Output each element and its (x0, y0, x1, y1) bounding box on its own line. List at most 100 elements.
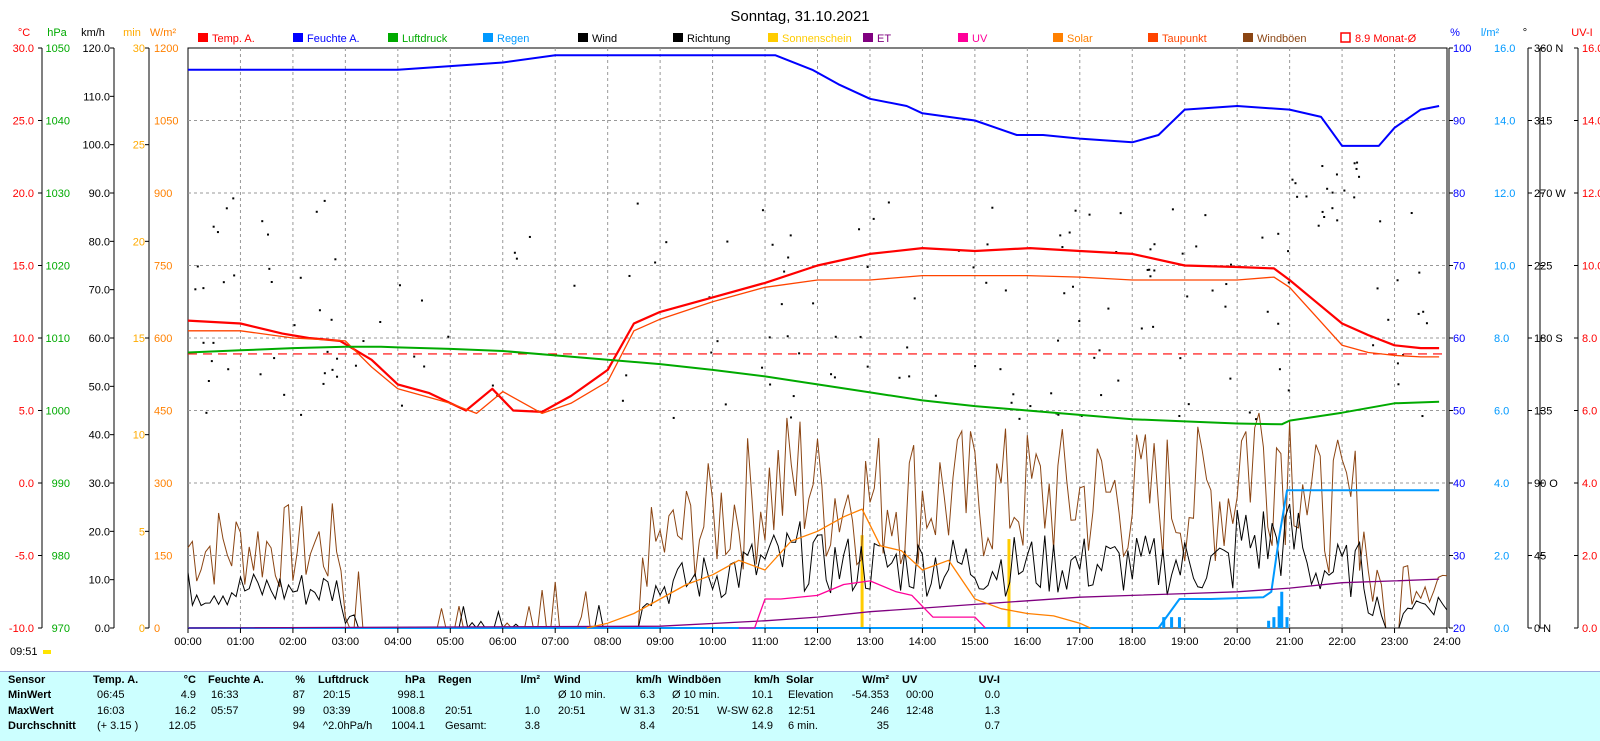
direction-dot (196, 265, 199, 268)
table-header: Regen (438, 674, 472, 686)
direction-dot (1057, 413, 1060, 416)
direction-dot (1254, 418, 1257, 421)
chart-title: Sonntag, 31.10.2021 (730, 8, 869, 25)
table-cell: 20:51 (558, 705, 586, 717)
table-header: Feuchte A. (208, 674, 264, 686)
table-cell: 8.4 (639, 720, 655, 732)
uv-tick-label: 0.0 (1582, 623, 1597, 635)
uv-tick-label: 4.0 (1582, 478, 1597, 490)
table-header: °C (183, 674, 196, 686)
humidity-tick-label: 80 (1453, 188, 1465, 200)
direction-dot (1294, 182, 1297, 185)
table-header: % (295, 674, 305, 686)
direction-dot (202, 341, 205, 344)
table-header: W/m² (862, 674, 889, 686)
table-header: Wind (554, 674, 581, 686)
table-cell: 12.05 (168, 720, 196, 732)
direction-dot (1402, 354, 1405, 357)
direction-dot (866, 365, 869, 368)
rain-bar (1170, 617, 1174, 628)
table-cell: 1.3 (984, 705, 1000, 717)
wind-tick-label: 60.0 (89, 333, 110, 345)
table-cell: 14.9 (751, 720, 773, 732)
series-feuchte-a- (188, 54, 1440, 147)
direction-dot (1266, 310, 1269, 313)
direction-dot (1195, 245, 1198, 248)
legend-swatch (1053, 33, 1063, 42)
legend-label: Solar (1067, 33, 1093, 45)
direction-dot (833, 376, 836, 379)
solar-tick-label: 300 (154, 478, 172, 490)
x-tick-label: 00:00 (174, 636, 202, 648)
direction-dot (1277, 232, 1280, 235)
direction-dot (783, 270, 786, 273)
direction-dot (331, 368, 334, 371)
table-cell: 6.3 (639, 689, 655, 701)
direction-dot (787, 256, 790, 259)
direction-dot (1291, 178, 1294, 181)
rain-tick-label: 8.0 (1494, 333, 1509, 345)
direction-dot (780, 303, 783, 306)
legend-label: UV (972, 33, 988, 45)
direction-dot (1119, 212, 1122, 215)
solar-tick-label: 600 (154, 333, 172, 345)
legend-label: Regen (497, 33, 529, 45)
direction-dot (1187, 403, 1190, 406)
direction-dot (1149, 248, 1152, 251)
wind-tick-label: 40.0 (89, 430, 110, 442)
direction-dot (1376, 287, 1379, 290)
rain-tick-label: 10.0 (1494, 261, 1515, 273)
direction-dot (1321, 210, 1324, 213)
legend-swatch (1148, 33, 1158, 42)
legend-label: 8.9 Monat-Ø (1355, 33, 1417, 45)
direction-dot (1088, 213, 1091, 216)
direction-dot (1010, 401, 1013, 404)
humidity-tick-label: 70 (1453, 261, 1465, 273)
direction-dot (1153, 269, 1156, 272)
direction-dot (1093, 356, 1096, 359)
direction-dot (1179, 357, 1182, 360)
direction-dot (1004, 289, 1007, 292)
direction-dot (1323, 215, 1326, 218)
direction-dot (1229, 377, 1232, 380)
x-tick-label: 17:00 (1066, 636, 1094, 648)
rain-bar (1177, 617, 1181, 628)
direction-dot (654, 261, 657, 264)
legend-swatch (198, 33, 208, 42)
series-solar (586, 508, 1091, 629)
table-cell: 20:15 (323, 689, 351, 701)
table-cell: 1008.8 (391, 705, 425, 717)
axes-layer: 30.025.020.015.010.05.00.0-5.0-10.0°C105… (9, 27, 1600, 635)
direction-dot (336, 375, 339, 378)
direction-dot (273, 357, 276, 360)
direction-dot (985, 281, 988, 284)
direction-dot (1343, 189, 1346, 192)
rain-bar (1277, 606, 1281, 628)
direction-dot (789, 234, 792, 237)
direction-dot (398, 284, 401, 287)
table-cell: 0.0 (984, 689, 1000, 701)
temp-tick-label: -10.0 (9, 623, 34, 635)
direction-dot (834, 335, 837, 338)
legend-swatch (578, 33, 588, 42)
direction-dot (1353, 162, 1356, 165)
x-tick-label: 10:00 (699, 636, 727, 648)
table-cell: 12:48 (906, 705, 934, 717)
table-cell: 99 (292, 705, 305, 717)
table-cell: ^2.0hPa/h (323, 720, 373, 732)
direction-dot (1335, 173, 1338, 176)
x-tick-label: 21:00 (1276, 636, 1304, 648)
direction-dot (786, 335, 789, 338)
direction-dot (1248, 411, 1251, 414)
direction-dot (318, 309, 321, 312)
direction-dot (423, 365, 426, 368)
temp-tick-label: 30.0 (13, 43, 34, 55)
series-et (187, 578, 1440, 629)
table-cell: Ø 10 min. (558, 689, 606, 701)
direction-dot (1277, 322, 1280, 325)
direction-dot (1181, 252, 1184, 255)
direction-dot (628, 274, 631, 277)
direction-dot (1422, 310, 1425, 313)
table-cell: 00:00 (906, 689, 934, 701)
table-cell: Ø 10 min. (672, 689, 720, 701)
